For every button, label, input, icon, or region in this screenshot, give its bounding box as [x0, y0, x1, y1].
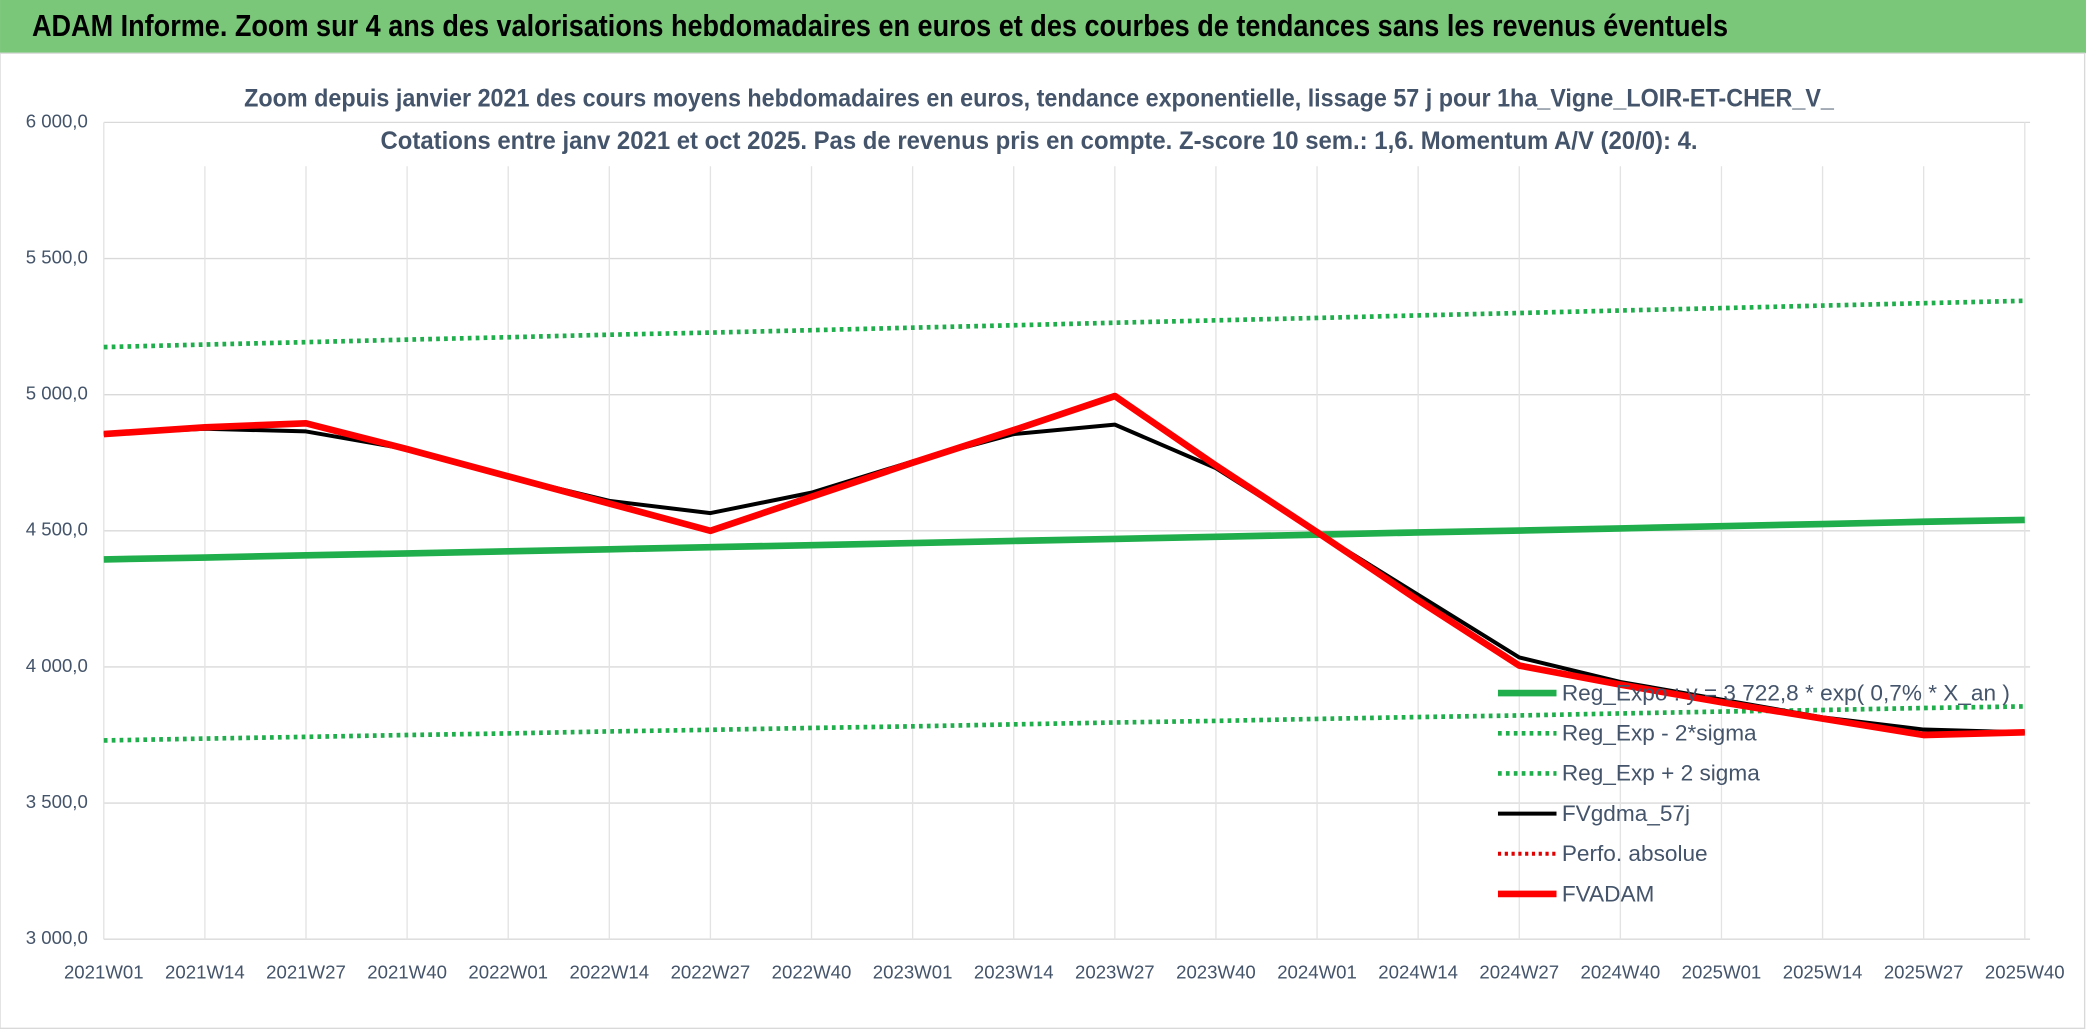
series-line	[103, 392, 2025, 739]
x-tick-label: 2025W01	[1682, 962, 1762, 983]
chart-border	[0, 52, 2086, 1030]
legend-label: FVADAM	[1562, 881, 1655, 906]
x-tick-label: 2022W01	[468, 962, 548, 983]
x-tick-label: 2022W14	[569, 962, 649, 983]
x-tick-label: 2022W27	[671, 962, 751, 983]
y-tick-label: 3 500,0	[26, 791, 88, 812]
y-tick-label: 3 000,0	[26, 927, 88, 948]
series-line	[103, 298, 2025, 350]
x-tick-label: 2023W27	[1075, 962, 1155, 983]
legend-label: FVgdma_57j	[1562, 801, 1690, 826]
legend-label: Perfo. absolue	[1562, 841, 1708, 866]
x-tick-label: 2021W27	[266, 962, 346, 983]
legend-label: Reg_Expo : y = 3 722,8 * exp( 0,7% * X_a…	[1562, 680, 2010, 705]
y-tick-label: 6 000,0	[26, 110, 88, 131]
x-tick-label: 2024W14	[1378, 962, 1458, 983]
y-tick-label: 5 000,0	[26, 383, 88, 404]
legend-label: Reg_Exp - 2*sigma	[1562, 721, 1757, 746]
x-tick-label: 2024W40	[1581, 962, 1661, 983]
x-tick-label: 2025W14	[1783, 962, 1863, 983]
x-tick-label: 2024W01	[1277, 962, 1357, 983]
series-line	[103, 704, 2025, 743]
x-tick-label: 2025W27	[1884, 962, 1964, 983]
y-tick-label: 5 500,0	[26, 246, 88, 267]
x-tick-label: 2021W40	[367, 962, 447, 983]
y-tick-label: 4 500,0	[26, 519, 88, 540]
x-tick-label: 2023W01	[873, 962, 953, 983]
series-line	[103, 516, 2025, 563]
header-bar	[0, 0, 2086, 54]
x-tick-label: 2022W40	[772, 962, 852, 983]
legend: Reg_Expo : y = 3 722,8 * exp( 0,7% * X_a…	[1497, 680, 2010, 906]
x-tick-label: 2023W40	[1176, 962, 1256, 983]
legend-label: Reg_Exp + 2 sigma	[1562, 761, 1760, 786]
chart-subtitle: Cotations entre janv 2021 et oct 2025. P…	[380, 127, 1697, 155]
chart-title: Zoom depuis janvier 2021 des cours moyen…	[244, 84, 1835, 112]
x-tick-label: 2025W40	[1985, 962, 2065, 983]
x-tick-label: 2023W14	[974, 962, 1054, 983]
plot-lines	[103, 298, 2025, 743]
x-tick-label: 2024W27	[1479, 962, 1559, 983]
y-tick-label: 4 000,0	[26, 655, 88, 676]
header-title: ADAM Informe. Zoom sur 4 ans des valoris…	[32, 9, 1728, 43]
grid: 3 000,0 3 500,0 4 000,0 4 500,0 5 000,0 5 500…	[26, 110, 2065, 982]
x-tick-label: 2021W01	[64, 962, 144, 983]
x-tick-label: 2021W14	[165, 962, 245, 983]
